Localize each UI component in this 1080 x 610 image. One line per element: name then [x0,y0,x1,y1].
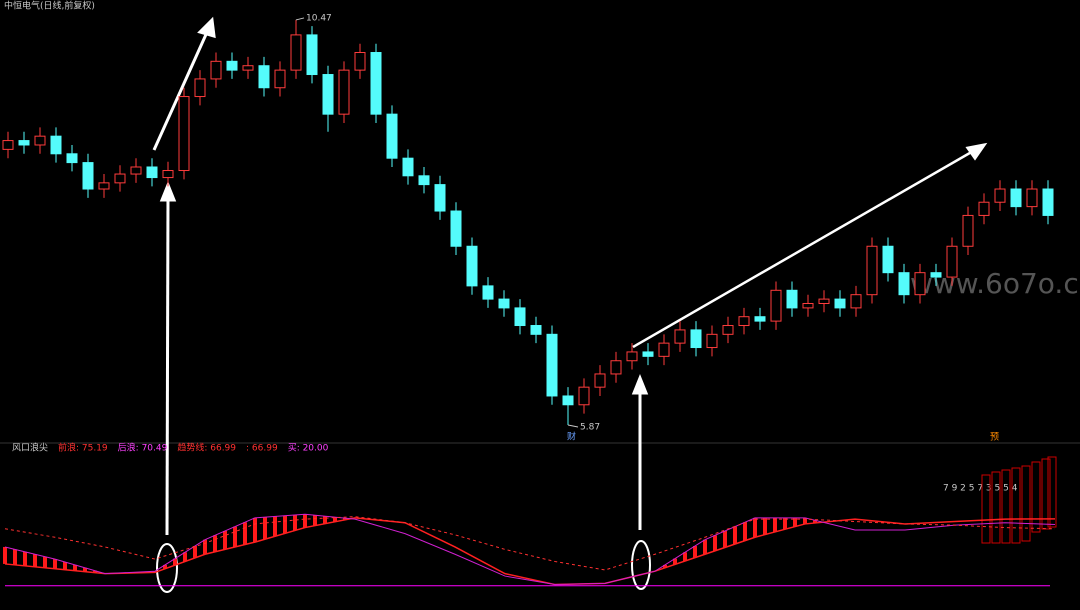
candle-body [530,325,542,335]
candle-body [514,307,526,327]
candle-body [1042,188,1054,216]
candle-body [34,135,46,146]
candle-body [466,245,478,287]
candle-body [818,298,830,304]
high-pointer [295,17,305,21]
candle-body [562,395,574,406]
candle-body [834,298,846,309]
legend-entry: 趋势线: 66.99 [177,442,236,454]
candle-body [962,214,974,247]
candle-body [98,182,110,190]
candle-body [370,52,382,115]
candle-body [786,289,798,309]
highlight-ellipse [156,543,178,593]
candle-body [994,188,1006,203]
candle-body [1010,188,1022,208]
low-pointer [567,424,579,428]
counter: 7 9 2 5 7 3 5 5 4 [943,484,1018,494]
candle-body [594,373,606,388]
candle-body [626,351,638,362]
candle-body [290,34,302,71]
candle-body [178,96,190,172]
candle-body [866,245,878,296]
candle-body [258,65,270,89]
candle-body [882,245,894,274]
candle-body [354,52,366,71]
candle-body [146,166,158,179]
candle-body [722,325,734,335]
candle-body [306,34,318,76]
candle-body [130,166,142,175]
legend-entry: 买: 20.00 [288,443,329,454]
candle-body [674,329,686,344]
candle-body [1026,188,1038,208]
candle-body [610,360,622,375]
candle-body [50,135,62,155]
candle-body [578,386,590,406]
candle-body [66,153,78,164]
candle-body [450,210,462,247]
candle-body [690,329,702,349]
candle-body [18,140,30,146]
candle-body [386,113,398,159]
candle-body [434,184,446,212]
indicator-line [4,517,1056,586]
candle-body [754,316,766,322]
finance-marker: 财 [567,431,576,443]
candle-body [194,78,206,98]
legend-entry: 后浪: 70.49 [118,442,168,454]
candle-body [898,272,910,296]
candle-body [658,342,670,357]
candle-body [738,316,750,327]
candle-body [210,60,222,80]
candle-body [338,69,350,115]
right-boxes [981,456,1057,544]
low-label: 5.87 [580,423,600,433]
high-label: 10.47 [306,13,332,23]
indicator-title: 风口浪尖 [12,442,48,454]
candle-body [802,302,814,309]
candle-body [82,162,94,190]
candle-body [226,60,238,71]
candle-body [546,333,558,397]
forecast-marker: 预 [990,432,999,443]
candle-body [274,69,286,89]
candle-body [930,272,942,278]
candle-body [2,140,14,150]
candle-body [162,170,174,179]
candle-body [978,201,990,216]
candle-body [914,272,926,296]
candle-body [418,175,430,186]
candle-body [946,245,958,278]
candle-body [498,298,510,309]
candle-body [114,173,126,184]
candle-body [706,333,718,349]
highlight-ellipse [631,540,651,590]
candle-body [850,294,862,309]
legend-entry: : 66.99 [246,444,278,454]
candle-body [402,157,414,177]
chart-title: 中恒电气(日线,前复权) [4,0,95,12]
candle-body [242,65,254,71]
annotation-arrows [152,16,988,536]
legend-entry: 前浪: 75.19 [58,442,108,454]
candle-body [322,74,334,115]
candle-body [770,289,782,322]
candle-body [642,351,654,357]
indicator-line [4,513,1056,586]
candle-body [482,285,494,300]
